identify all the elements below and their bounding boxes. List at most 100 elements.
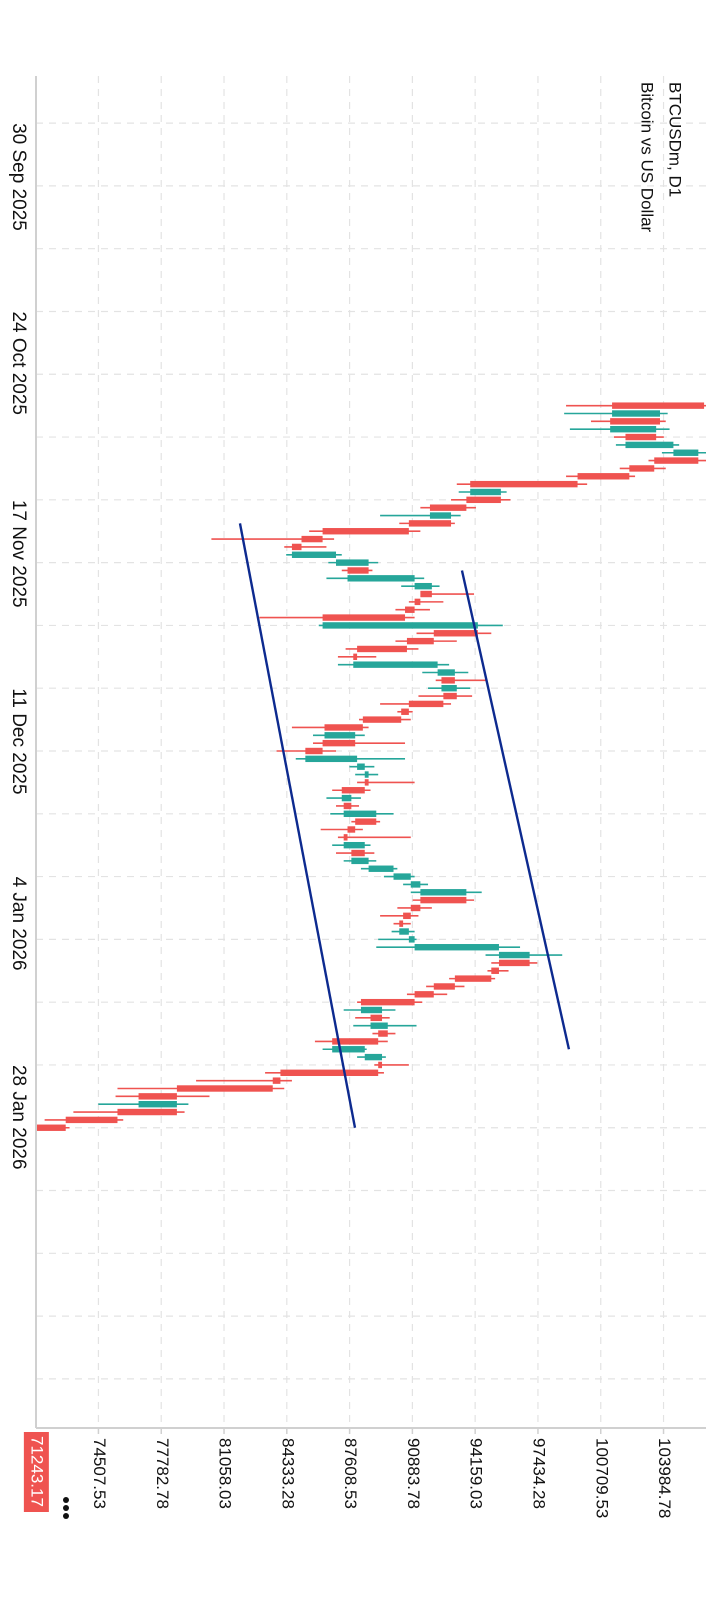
candle-body	[410, 881, 421, 888]
candle-body	[414, 991, 434, 998]
candle-body	[341, 794, 352, 802]
candle-body	[673, 449, 699, 456]
candle-body	[498, 959, 530, 967]
candle-body	[355, 818, 377, 825]
candle-body	[324, 724, 363, 731]
candle-body	[401, 708, 409, 715]
candle-body	[414, 598, 421, 606]
menu-dot[interactable]	[63, 1497, 69, 1503]
y-tick-label: 100709.53	[592, 1438, 611, 1518]
candle-body	[408, 936, 415, 943]
candle-body	[370, 1014, 383, 1022]
candle-body	[138, 1100, 177, 1108]
candle-body	[454, 975, 492, 982]
axes: 30 Sep 2025 24 Oct 2025 17 Nov 2025 11 Dec …	[8, 76, 706, 1519]
y-tick-label: 97434.28	[529, 1438, 548, 1509]
candle-body	[360, 1006, 383, 1014]
candle-body	[176, 1085, 273, 1092]
candle-body	[441, 685, 457, 692]
candle-body	[498, 951, 530, 959]
candle-body	[420, 889, 467, 896]
menu-dot[interactable]	[63, 1505, 69, 1511]
candle-body	[378, 1061, 383, 1069]
candle-body	[625, 433, 657, 441]
candle-body	[420, 590, 432, 598]
y-tick-label: 74507.53	[90, 1438, 109, 1509]
candle-body	[343, 810, 377, 817]
candle-body	[470, 480, 578, 488]
candle-body	[65, 1116, 118, 1124]
candle-body	[36, 1124, 66, 1131]
last-price-label: 71243.17	[27, 1436, 46, 1507]
candle-body	[347, 567, 369, 574]
candle-body	[414, 582, 432, 590]
y-tick-label: 103984.78	[655, 1438, 674, 1518]
candle-body	[466, 496, 501, 504]
candle-body	[353, 661, 438, 668]
candle-body	[405, 606, 415, 613]
candle-body	[429, 512, 452, 519]
candle-body	[408, 520, 452, 527]
candle-body	[291, 551, 337, 558]
candle-body	[357, 763, 365, 770]
candle-body	[341, 787, 365, 794]
candle-body	[305, 747, 323, 755]
candle-body	[420, 896, 467, 904]
candle-body	[393, 873, 411, 880]
candle-body	[322, 528, 409, 535]
candle-body	[654, 457, 699, 464]
candle-body	[301, 535, 323, 543]
candle-body	[353, 653, 358, 661]
y-tick-label: 94159.03	[467, 1438, 486, 1509]
candle-body	[357, 645, 407, 653]
candle-body	[347, 575, 415, 582]
trend-line	[238, 523, 357, 1128]
y-tick-label: 90883.78	[404, 1438, 423, 1509]
candle-body	[443, 692, 457, 700]
x-tick-label: 17 Nov 2025	[8, 500, 29, 608]
chart-title: BTCUSDm, D1	[666, 82, 685, 197]
y-tick-label: 84333.28	[278, 1438, 297, 1509]
candle-body	[399, 920, 404, 927]
menu-dot[interactable]	[63, 1513, 69, 1519]
candle-body	[291, 543, 302, 551]
candle-body	[612, 410, 660, 417]
candle-body	[332, 1038, 379, 1045]
candle-body	[280, 1069, 379, 1077]
candle-body	[347, 826, 356, 833]
candle-body	[322, 614, 406, 621]
candle-body	[433, 983, 455, 990]
candle-body	[403, 912, 411, 920]
candle-body	[491, 967, 499, 974]
candle-body	[577, 473, 630, 480]
candle-body	[370, 1022, 388, 1029]
candle-body	[351, 849, 365, 857]
y-tick-label: 87608.53	[341, 1438, 360, 1509]
candle-body	[429, 504, 467, 511]
candle-body	[364, 779, 369, 786]
candle-body	[437, 669, 455, 676]
y-tick-label: 77782.78	[153, 1438, 172, 1509]
candle-body	[414, 944, 499, 951]
y-tick-label: 81058.03	[216, 1438, 235, 1509]
plot-area	[36, 402, 706, 1131]
candle-body	[610, 418, 660, 425]
candle-body	[360, 998, 415, 1006]
candle-body	[378, 1030, 388, 1037]
trend-line	[460, 570, 571, 1050]
candle-body	[441, 677, 455, 684]
candle-body	[364, 1053, 383, 1061]
x-tick-label: 4 Jan 2026	[8, 877, 29, 971]
last-price-tag	[23, 1432, 49, 1512]
grid	[36, 76, 706, 1428]
candle-body	[433, 630, 478, 637]
candle-body	[610, 425, 657, 433]
candle-body	[364, 771, 369, 778]
candle-body	[272, 1077, 281, 1084]
candle-body	[332, 1046, 365, 1053]
candle-body	[138, 1093, 177, 1100]
candle-body	[322, 739, 356, 747]
candle-body	[399, 928, 409, 935]
